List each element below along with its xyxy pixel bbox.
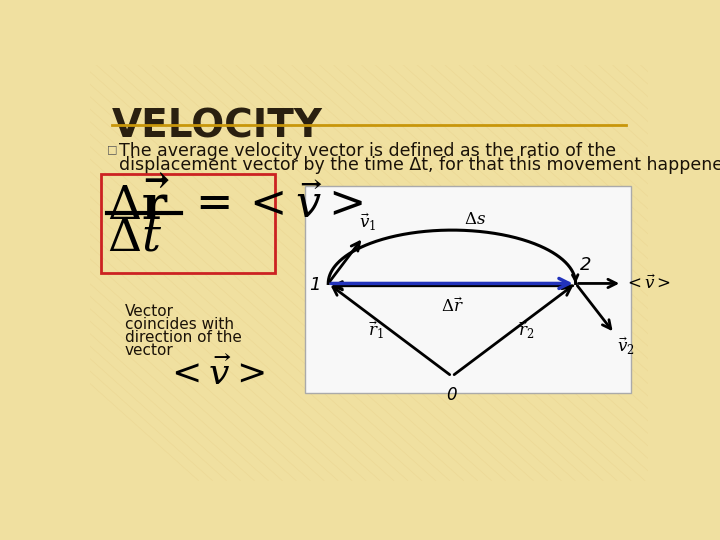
Text: $<\vec{v}>$: $<\vec{v}>$ bbox=[624, 274, 672, 293]
Text: 1: 1 bbox=[309, 276, 320, 294]
Text: 2: 2 bbox=[580, 256, 591, 274]
Text: displacement vector by the time Δt, for that this movement happened: displacement vector by the time Δt, for … bbox=[119, 156, 720, 174]
Text: vector: vector bbox=[125, 343, 174, 358]
Text: The average velocity vector is defined as the ratio of the: The average velocity vector is defined a… bbox=[119, 142, 616, 160]
Text: coincides with: coincides with bbox=[125, 316, 234, 332]
Text: direction of the: direction of the bbox=[125, 330, 242, 345]
Text: $\vec{v}_2$: $\vec{v}_2$ bbox=[617, 336, 634, 357]
FancyBboxPatch shape bbox=[305, 186, 631, 393]
Text: $\vec{v}_1$: $\vec{v}_1$ bbox=[359, 212, 377, 233]
Text: $\Delta\mathbf{\vec{r}}$: $\Delta\mathbf{\vec{r}}$ bbox=[107, 179, 170, 230]
Text: $\Delta t$: $\Delta t$ bbox=[107, 215, 162, 261]
Text: $\vec{r}_1$: $\vec{r}_1$ bbox=[368, 319, 384, 341]
Text: 0: 0 bbox=[446, 386, 457, 403]
Text: Vector: Vector bbox=[125, 303, 174, 319]
Text: VELOCITY: VELOCITY bbox=[112, 107, 323, 145]
Text: $\vec{r}_2$: $\vec{r}_2$ bbox=[518, 319, 534, 341]
Text: $\Delta s$: $\Delta s$ bbox=[464, 210, 486, 227]
Text: $=<\vec{v}>$: $=<\vec{v}>$ bbox=[187, 184, 364, 227]
Text: □: □ bbox=[107, 144, 117, 154]
Text: $\Delta\vec{r}$: $\Delta\vec{r}$ bbox=[441, 298, 463, 316]
Text: $<\vec{v}>$: $<\vec{v}>$ bbox=[165, 357, 265, 392]
